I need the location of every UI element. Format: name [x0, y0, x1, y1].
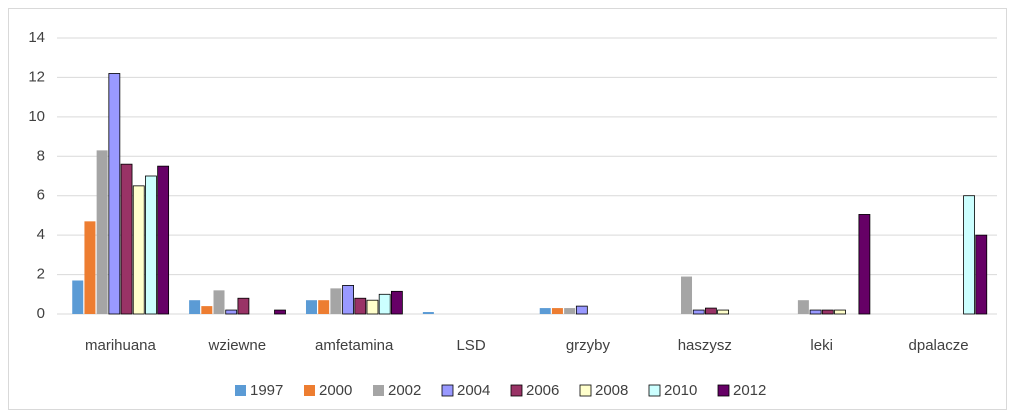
x-tick-label: grzyby: [566, 337, 611, 354]
y-tick-label: 6: [37, 187, 45, 204]
legend-swatch: [235, 385, 246, 396]
legend-swatch: [441, 384, 454, 397]
bar: [963, 195, 975, 315]
bar: [213, 290, 225, 314]
x-tick-label: amfetamina: [315, 337, 394, 354]
bar: [705, 307, 717, 315]
bar: [225, 309, 238, 315]
bar: [692, 309, 705, 315]
bar: [96, 150, 108, 314]
bar: [72, 280, 84, 314]
legend-swatch: [304, 385, 315, 396]
bar: [551, 308, 563, 314]
bar: [390, 290, 403, 315]
legend-label: 2012: [733, 382, 766, 399]
legend-swatch: [510, 384, 523, 397]
bar: [330, 288, 342, 314]
bar: [145, 175, 157, 315]
legend-label: 1997: [250, 382, 283, 399]
legend-label: 2002: [388, 382, 421, 399]
legend-swatch: [717, 384, 730, 397]
bar: [354, 297, 367, 315]
legend-swatch: [579, 384, 592, 397]
x-tick-label: marihuana: [85, 337, 157, 354]
bar: [274, 309, 286, 315]
bar: [378, 293, 391, 315]
y-tick-label: 8: [37, 147, 45, 164]
bar: [120, 163, 133, 315]
bar: [342, 285, 354, 315]
bar: [834, 309, 846, 315]
x-tick-label: wziewne: [208, 337, 267, 354]
legend-label: 2006: [526, 382, 559, 399]
bar: [681, 276, 693, 314]
bar: [821, 309, 834, 315]
bar: [717, 309, 730, 315]
legend-swatch: [648, 384, 661, 397]
bar: [305, 300, 317, 314]
x-tick-label: dpalacze: [909, 337, 969, 354]
chart-border: [8, 8, 1007, 410]
bar: [575, 305, 588, 315]
legend-label: 2000: [319, 382, 352, 399]
x-tick-label: LSD: [456, 337, 485, 354]
bar: [108, 73, 121, 315]
bar: [422, 312, 434, 314]
bar: [318, 300, 330, 314]
bar: [132, 185, 145, 315]
bar: [237, 297, 250, 315]
y-tick-label: 0: [37, 305, 45, 322]
legend-swatch: [373, 385, 384, 396]
bar: [539, 308, 551, 314]
bar: [84, 221, 96, 314]
y-tick-label: 14: [28, 29, 45, 46]
bar: [975, 234, 988, 315]
bar: [366, 299, 379, 315]
legend-label: 2004: [457, 382, 490, 399]
x-tick-label: leki: [810, 337, 833, 354]
bar: [858, 214, 871, 315]
bar: [189, 300, 201, 314]
legend-label: 2008: [595, 382, 628, 399]
bar: [564, 308, 576, 314]
bar: [201, 306, 213, 314]
y-tick-label: 2: [37, 266, 45, 283]
legend-label: 2010: [664, 382, 697, 399]
y-tick-label: 12: [28, 68, 45, 85]
bar: [797, 300, 809, 314]
x-tick-label: haszysz: [678, 337, 732, 354]
y-tick-label: 10: [28, 108, 45, 125]
y-tick-label: 4: [37, 226, 45, 243]
bar: [809, 309, 822, 315]
bar: [157, 165, 170, 315]
